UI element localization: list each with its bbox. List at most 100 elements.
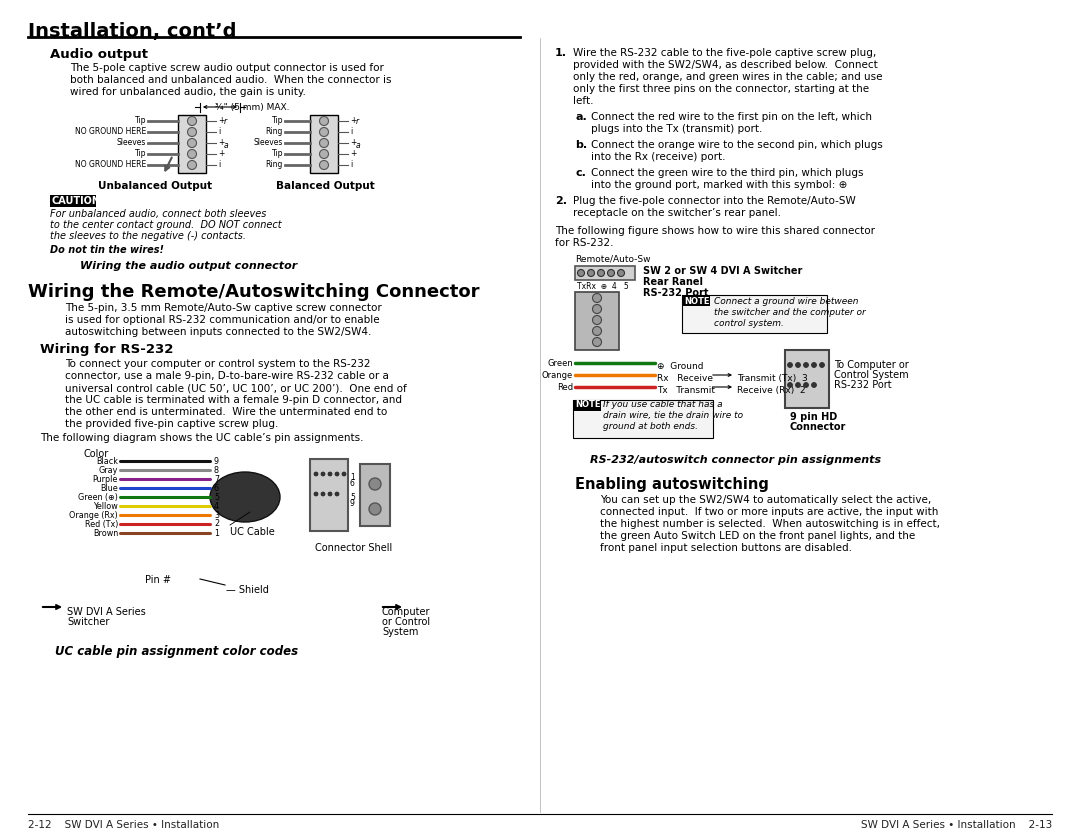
Text: 1: 1 — [350, 473, 354, 482]
Text: NO GROUND HERE: NO GROUND HERE — [75, 127, 146, 135]
Text: 9 pin HD: 9 pin HD — [789, 412, 837, 422]
Text: The following figure shows how to wire this shared connector: The following figure shows how to wire t… — [555, 226, 875, 236]
Text: The 5-pin, 3.5 mm Remote/Auto-Sw captive screw connector: The 5-pin, 3.5 mm Remote/Auto-Sw captive… — [65, 303, 381, 313]
Text: Green (⊕): Green (⊕) — [78, 493, 118, 501]
Text: +: + — [218, 138, 225, 147]
Text: into the Rx (receive) port.: into the Rx (receive) port. — [591, 152, 726, 162]
Text: both balanced and unbalanced audio.  When the connector is: both balanced and unbalanced audio. When… — [70, 75, 391, 85]
Text: Yellow: Yellow — [93, 501, 118, 510]
Text: to the center contact ground.  DO NOT connect: to the center contact ground. DO NOT con… — [50, 220, 282, 230]
Circle shape — [593, 326, 602, 335]
Circle shape — [188, 149, 197, 158]
Text: +: + — [218, 148, 225, 158]
Text: control system.: control system. — [714, 319, 784, 328]
Text: Rear Ranel: Rear Ranel — [643, 277, 703, 287]
Text: Blue: Blue — [100, 484, 118, 493]
Text: or Control: or Control — [382, 617, 430, 627]
Circle shape — [607, 269, 615, 277]
Text: Green: Green — [548, 359, 573, 368]
Text: wired for unbalanced audio, the gain is unity.: wired for unbalanced audio, the gain is … — [70, 87, 306, 97]
Bar — [681, 295, 710, 306]
Bar — [573, 400, 600, 411]
Text: Red: Red — [557, 383, 573, 391]
Bar — [575, 292, 619, 350]
Text: drain wire, tie the drain wire to: drain wire, tie the drain wire to — [603, 411, 743, 420]
Text: the sleeves to the negative (-) contacts.: the sleeves to the negative (-) contacts… — [50, 231, 246, 241]
Text: Tip: Tip — [271, 148, 283, 158]
Text: ground at both ends.: ground at both ends. — [603, 422, 698, 431]
Text: To connect your computer or control system to the RS-232: To connect your computer or control syst… — [65, 359, 370, 369]
Circle shape — [320, 160, 328, 169]
Text: SW DVI A Series • Installation    2-13: SW DVI A Series • Installation 2-13 — [861, 820, 1052, 830]
Text: UC cable pin assignment color codes: UC cable pin assignment color codes — [55, 645, 298, 658]
Text: +: + — [350, 138, 356, 147]
Text: connected input.  If two or more inputs are active, the input with: connected input. If two or more inputs a… — [600, 507, 939, 517]
Text: Computer: Computer — [382, 607, 431, 617]
Text: 2-12    SW DVI A Series • Installation: 2-12 SW DVI A Series • Installation — [28, 820, 219, 830]
Bar — [785, 350, 829, 408]
Text: Purple: Purple — [93, 475, 118, 484]
Circle shape — [593, 304, 602, 314]
Text: Tip: Tip — [135, 148, 146, 158]
Circle shape — [328, 492, 332, 496]
Text: front panel input selection buttons are disabled.: front panel input selection buttons are … — [600, 543, 852, 553]
Text: Ring: Ring — [266, 127, 283, 135]
Text: Balanced Output: Balanced Output — [275, 181, 375, 191]
Circle shape — [369, 503, 381, 515]
Text: CAUTION: CAUTION — [52, 196, 102, 206]
Text: Ring: Ring — [266, 159, 283, 168]
Circle shape — [328, 472, 332, 476]
Text: Receive (Rx)  2: Receive (Rx) 2 — [737, 386, 806, 395]
Text: Audio output: Audio output — [50, 48, 148, 61]
Bar — [575, 266, 635, 280]
Text: Unbalanced Output: Unbalanced Output — [98, 181, 212, 191]
Text: Wiring the audio output connector: Wiring the audio output connector — [80, 261, 297, 271]
Text: RS-232 Port: RS-232 Port — [834, 380, 892, 390]
Text: 2: 2 — [214, 520, 219, 529]
Text: Do not tin the wires!: Do not tin the wires! — [50, 245, 164, 255]
Text: Wiring for RS-232: Wiring for RS-232 — [40, 343, 174, 356]
Text: Connector Shell: Connector Shell — [315, 543, 392, 553]
Ellipse shape — [210, 472, 280, 522]
Circle shape — [320, 117, 328, 125]
Circle shape — [321, 492, 325, 496]
Text: connector, use a male 9-pin, D-to-bare-wire RS-232 cable or a: connector, use a male 9-pin, D-to-bare-w… — [65, 371, 389, 381]
Text: 6: 6 — [214, 484, 219, 493]
Text: for RS-232.: for RS-232. — [555, 238, 613, 248]
Circle shape — [314, 472, 318, 476]
Bar — [310, 115, 338, 173]
Text: i: i — [218, 159, 220, 168]
Text: Connect the red wire to the first pin on the left, which: Connect the red wire to the first pin on… — [591, 112, 872, 122]
Text: i: i — [218, 127, 220, 135]
Text: +: + — [218, 115, 225, 124]
Circle shape — [597, 269, 605, 277]
Circle shape — [320, 149, 328, 158]
Text: a.: a. — [575, 112, 586, 122]
Text: Sleeves: Sleeves — [254, 138, 283, 147]
Text: universal control cable (UC 50’, UC 100’, or UC 200’).  One end of: universal control cable (UC 50’, UC 100’… — [65, 383, 407, 393]
Circle shape — [593, 294, 602, 303]
Text: NOTE: NOTE — [575, 400, 600, 409]
Text: 9: 9 — [350, 499, 355, 508]
Text: r: r — [224, 117, 227, 126]
Text: 9: 9 — [214, 456, 219, 465]
Text: Orange (Rx): Orange (Rx) — [69, 510, 118, 520]
Text: ⊕  Ground: ⊕ Ground — [657, 362, 703, 371]
Circle shape — [593, 315, 602, 324]
Circle shape — [369, 478, 381, 490]
Text: autoswitching between inputs connected to the SW2/SW4.: autoswitching between inputs connected t… — [65, 327, 372, 337]
Circle shape — [618, 269, 624, 277]
Text: Brown: Brown — [93, 529, 118, 537]
Text: Wiring the Remote/Autoswitching Connector: Wiring the Remote/Autoswitching Connecto… — [28, 283, 480, 301]
Text: b.: b. — [575, 140, 588, 150]
Text: a: a — [356, 141, 361, 150]
Circle shape — [811, 363, 816, 368]
Text: TxRx  ⊕  4   5: TxRx ⊕ 4 5 — [577, 282, 629, 291]
Circle shape — [796, 363, 800, 368]
Text: Rx   Receive: Rx Receive — [657, 374, 713, 383]
Circle shape — [342, 472, 346, 476]
Text: is used for optional RS-232 communication and/or to enable: is used for optional RS-232 communicatio… — [65, 315, 380, 325]
Circle shape — [320, 128, 328, 137]
Circle shape — [796, 383, 800, 388]
Text: You can set up the SW2/SW4 to automatically select the active,: You can set up the SW2/SW4 to automatica… — [600, 495, 931, 505]
